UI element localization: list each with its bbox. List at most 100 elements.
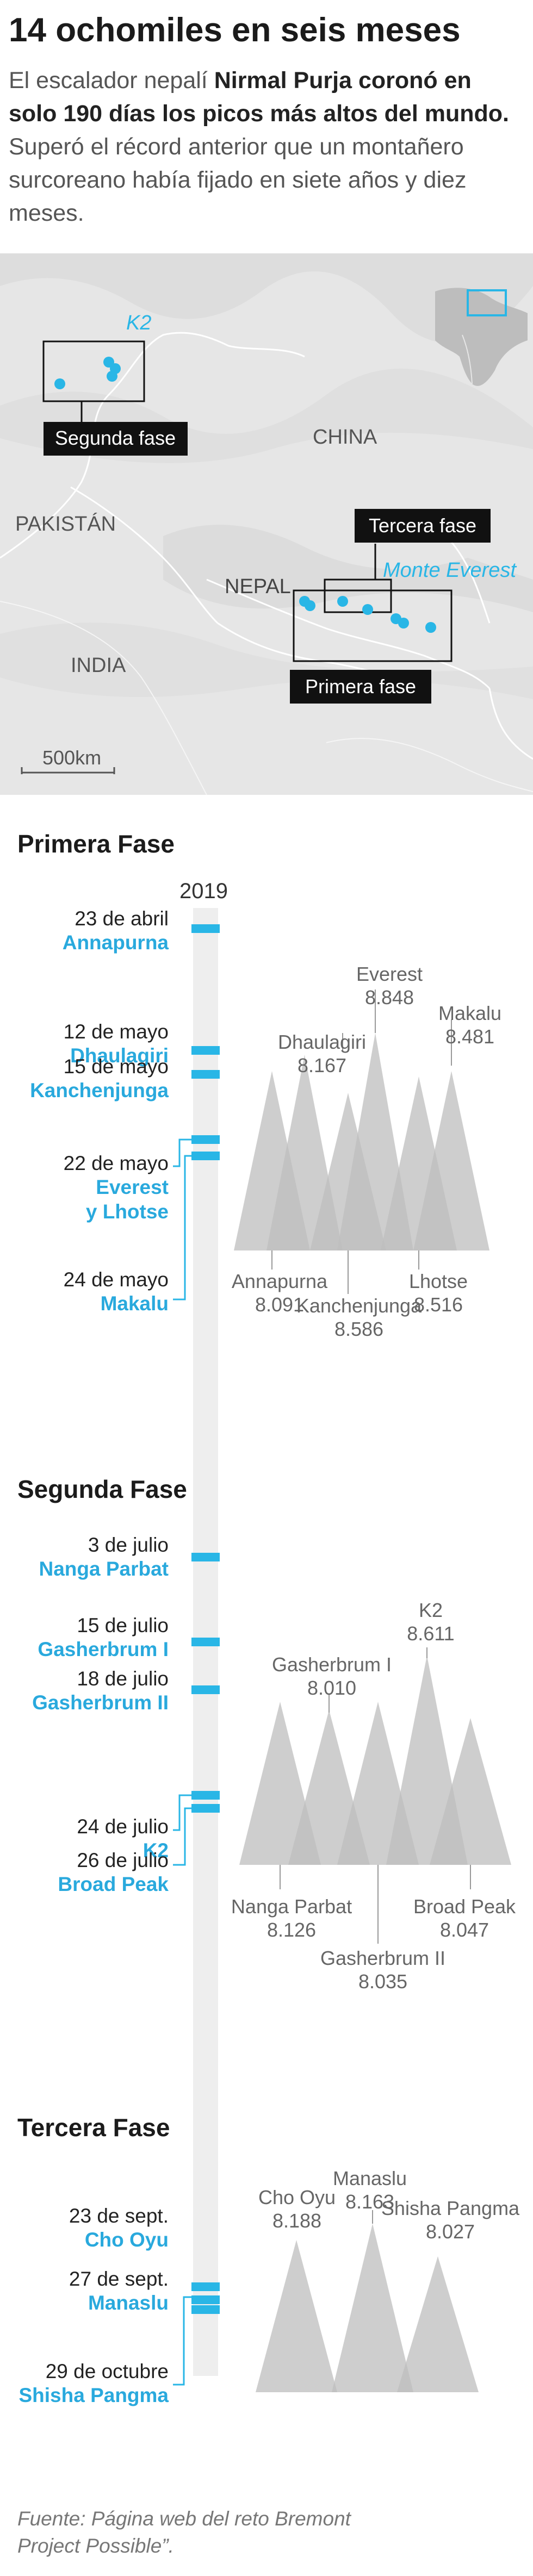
event-peak: Shisha Pangma <box>18 2384 169 2407</box>
marker-manaslu <box>337 596 348 607</box>
peak-label-broad-peak: Broad Peak 8.047 <box>413 1895 516 1942</box>
tick-shisha-pangma <box>191 2305 220 2314</box>
event-peak: K2 <box>142 1839 169 1862</box>
lede-text-1: El escalador nepalí <box>9 67 214 94</box>
peak-alt: 8.586 <box>334 1318 384 1341</box>
phase-title-first: Primera Fase <box>17 830 175 858</box>
marker-gasherbrum <box>107 371 117 382</box>
third-phase-label: Tercera fase <box>369 514 476 537</box>
third-phase-outline <box>324 578 392 613</box>
rivers <box>0 601 533 795</box>
second-phase-outline <box>42 340 145 402</box>
peak-alt: 8.481 <box>445 1025 495 1048</box>
peak-name: K2 <box>418 1599 443 1621</box>
third-phase-group: Tercera fase <box>324 509 491 613</box>
event-date: 24 de julio <box>77 1815 169 1838</box>
event-date: 3 de julio <box>88 1534 169 1556</box>
peak-name: Everest <box>356 963 423 985</box>
peak-alt: 8.611 <box>407 1622 455 1645</box>
peak-name: Cho Oyu <box>258 2186 336 2208</box>
peak-label-gasherbrum-ii: Gasherbrum II 8.035 <box>320 1946 445 1993</box>
peaks-third <box>256 2224 479 2392</box>
page-title: 14 ochomiles en seis meses <box>9 11 461 49</box>
tick-gasherbrum-ii <box>191 1685 220 1694</box>
event-date: 15 de mayo <box>63 1055 169 1078</box>
peak-name: Nanga Parbat <box>231 1895 352 1918</box>
peak-name: Annapurna <box>231 1270 328 1292</box>
tick-makalu <box>191 1152 220 1160</box>
event-date: 18 de julio <box>77 1667 169 1690</box>
event-peak: Broad Peak <box>58 1873 169 1896</box>
marker-shisha-pangma <box>362 604 373 615</box>
peak-label-lhotse: Lhotse 8.516 <box>409 1270 468 1316</box>
peak-label-kanchenjunga: Kanchenjunga 8.586 <box>296 1294 422 1341</box>
peak-alt: 8.126 <box>266 1919 317 1942</box>
tick-annapurna <box>191 924 220 933</box>
first-phase-outline <box>293 589 453 662</box>
event-nanga-parbat: 3 de julio Nanga Parbat <box>39 1533 169 1582</box>
nepal-label: NEPAL <box>225 575 291 598</box>
peak-name: Gasherbrum I <box>271 1653 392 1676</box>
tick-kanchenjunga <box>191 1070 220 1079</box>
peak-name: Gasherbrum II <box>320 1947 446 1969</box>
third-phase-box <box>355 509 491 543</box>
peak-alt: 8.027 <box>425 2220 475 2243</box>
event-broad-peak: 26 de julio Broad Peak <box>58 1849 169 1897</box>
china-label: CHINA <box>313 426 377 449</box>
event-shisha-pangma: 29 de octubre Shisha Pangma <box>18 2360 169 2408</box>
peak-alt: 8.047 <box>439 1919 489 1942</box>
connector-broad-peak <box>173 1807 191 1866</box>
event-k2: 24 de julio K2 <box>77 1815 169 1863</box>
peak-alt: 8.848 <box>364 986 414 1009</box>
event-makalu: 24 de mayo Makalu <box>64 1268 169 1316</box>
peak-cho-oyu <box>256 2240 337 2392</box>
everest-label: Monte Everest <box>383 559 517 582</box>
first-phase-box <box>290 670 431 704</box>
locator-inset <box>435 288 528 386</box>
marker-annapurna <box>305 600 315 611</box>
peak-alt: 8.091 <box>255 1293 305 1316</box>
lede-bold-text: Nirmal Purja coronó en solo 190 días los… <box>9 67 509 127</box>
peak-label-k2: K2 8.611 <box>407 1598 454 1645</box>
himalaya-map: Segunda fase Tercera fase Primera fase K… <box>0 253 533 795</box>
phase-title-third: Tercera Fase <box>17 2113 170 2142</box>
event-peak: Cho Oyu <box>84 2229 169 2251</box>
event-date: 12 de mayo <box>63 1021 169 1043</box>
event-date: 23 de sept. <box>69 2205 169 2227</box>
peak-manaslu <box>332 2224 413 2392</box>
event-cho-oyu: 23 de sept. Cho Oyu <box>69 2204 169 2253</box>
tick-gasherbrum-i <box>191 1638 220 1646</box>
peak-label-manaslu: Manaslu 8.163 <box>333 2167 407 2213</box>
peak-alt: 8.035 <box>358 1970 408 1993</box>
second-phase-group: Segunda fase <box>42 340 188 456</box>
peak-label-dhaulagiri: Dhaulagiri 8.167 <box>278 1030 366 1077</box>
peak-name: Dhaulagiri <box>277 1031 367 1053</box>
peak-alt: 8.167 <box>297 1054 347 1077</box>
connector-makalu <box>173 1155 191 1301</box>
event-dhaulagiri: 12 de mayo Dhaulagiri <box>64 1020 169 1068</box>
tick-nanga-parbat <box>191 1553 220 1561</box>
event-peak: Manaslu <box>88 2292 169 2314</box>
phase-title-second: Segunda Fase <box>17 1475 187 1503</box>
marker-nanga-parbat <box>54 378 65 389</box>
event-peak: Makalu <box>100 1292 169 1315</box>
peak-broad-peak <box>430 1718 511 1865</box>
locator-box <box>467 289 507 316</box>
peak-label-cho-oyu: Cho Oyu 8.188 <box>258 2186 336 2232</box>
event-kanchenjunga: 15 de mayo Kanchenjunga <box>30 1055 169 1103</box>
event-annapurna: 23 de abril Annapurna <box>63 907 169 955</box>
tick-everest-lhotse <box>191 1135 220 1144</box>
map-scale-bar: 500km <box>21 746 115 774</box>
event-date: 26 de julio <box>77 1849 169 1871</box>
connector-k2 <box>173 1794 191 1831</box>
second-phase-label: Segunda fase <box>55 427 176 449</box>
peak-name: Makalu <box>438 1002 502 1024</box>
peak-name: Broad Peak <box>413 1895 516 1918</box>
tick-k2 <box>191 1791 220 1800</box>
scale-label: 500km <box>42 746 101 769</box>
source-note: Fuente: Página web del reto Bremont Proj… <box>17 2507 351 2557</box>
